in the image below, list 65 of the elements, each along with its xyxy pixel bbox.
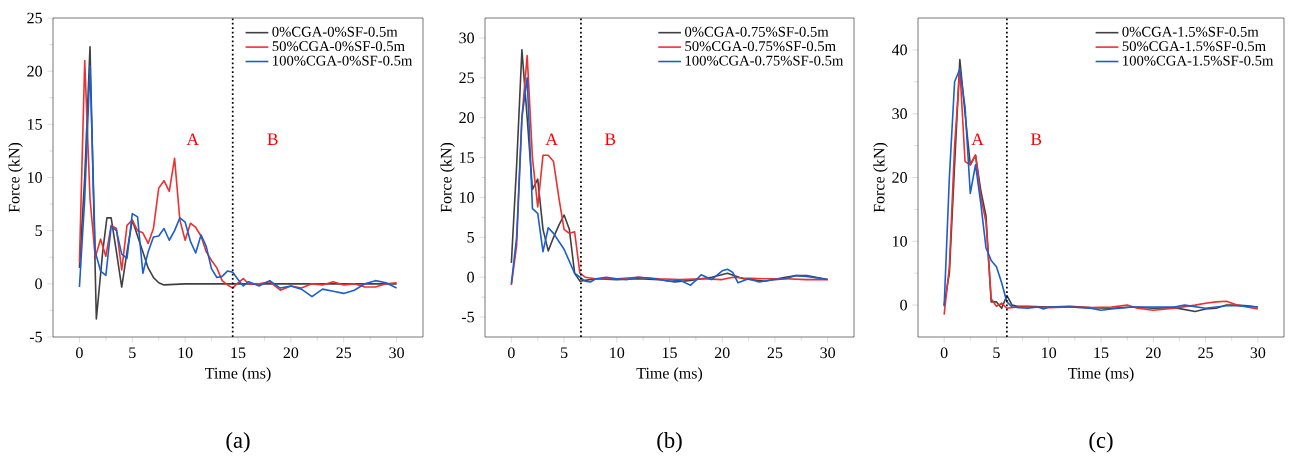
annotation: B <box>1030 133 1042 145</box>
x-tick-label: 30 <box>389 347 404 359</box>
y-tick-label: 25 <box>459 72 474 84</box>
legend-label: 0%CGA-1.5%SF-0.5m <box>1122 26 1259 37</box>
y-tick-label: 10 <box>28 172 42 183</box>
legend-label: 100%CGA-0%SF-0.5m <box>273 55 413 66</box>
y-axis-title: Force (kN) <box>873 142 888 213</box>
y-tick-label: 5 <box>467 232 474 243</box>
x-tick-label: 20 <box>1146 347 1161 359</box>
legend-label: 50%CGA-0%SF-0.5m <box>272 41 405 52</box>
y-tick-label: 0 <box>467 271 474 283</box>
legend-label: 100%CGA-1.5%SF-0.5m <box>1123 55 1274 66</box>
x-tick-label: 0 <box>76 347 83 359</box>
x-tick-label: 20 <box>283 347 299 359</box>
x-axis-title: Time (ms) <box>1068 367 1134 382</box>
legend-label: 100%CGA-0.75%SF-0.5m <box>685 55 844 66</box>
x-tick-label: 25 <box>336 347 352 359</box>
x-tick-label: 30 <box>1250 347 1266 359</box>
y-tick-label: 5 <box>35 225 42 236</box>
annotation: A <box>186 133 199 145</box>
y-tick-label: 15 <box>28 118 42 130</box>
x-tick-label: 5 <box>129 347 136 359</box>
annotation: B <box>605 133 616 145</box>
y-tick-label: 40 <box>891 44 907 56</box>
y-axis-title: Force (kN) <box>8 142 23 213</box>
text: (b) <box>657 432 682 453</box>
x-tick-label: 25 <box>1198 347 1213 359</box>
x-tick-label: 10 <box>610 347 625 359</box>
legend-label: 50%CGA-0.75%SF-0.5m <box>685 41 836 52</box>
y-tick-label: 10 <box>460 192 474 203</box>
x-tick-label: 0 <box>940 347 948 359</box>
text: (c) <box>1089 431 1113 453</box>
x-tick-label: 0 <box>507 347 515 359</box>
x-tick-label: 15 <box>231 347 246 359</box>
x-axis-title: Time (ms) <box>205 367 271 382</box>
x-tick-label: 25 <box>767 347 783 359</box>
y-tick-label: 30 <box>459 32 474 44</box>
x-tick-label: 5 <box>561 347 568 359</box>
legend-label: 0%CGA-0%SF-0.5m <box>272 26 398 37</box>
annotation: A <box>971 133 984 145</box>
annotation: A <box>545 133 558 145</box>
text: (a) <box>226 432 250 453</box>
y-tick-label: -5 <box>461 311 474 323</box>
y-tick-label: 25 <box>27 12 42 24</box>
y-tick-label: 20 <box>459 112 474 124</box>
x-axis-title: Time (ms) <box>636 367 703 382</box>
y-tick-label: 20 <box>27 65 42 77</box>
x-tick-label: 20 <box>714 347 730 359</box>
x-tick-label: 30 <box>820 347 836 359</box>
y-axis-title: Force (kN) <box>440 142 455 213</box>
annotation: B <box>267 133 278 145</box>
y-tick-label: 20 <box>892 172 907 183</box>
y-tick-label: 30 <box>892 108 907 120</box>
y-tick-label: -5 <box>29 331 42 343</box>
x-tick-label: 10 <box>178 347 193 359</box>
y-tick-label: 10 <box>893 235 907 247</box>
x-tick-label: 15 <box>662 347 677 359</box>
y-tick-label: 0 <box>35 278 42 290</box>
legend-label: 0%CGA-0.75%SF-0.5m <box>685 26 829 37</box>
y-tick-label: 0 <box>900 299 907 311</box>
legend-label: 50%CGA-1.5%SF-0.5m <box>1122 41 1266 52</box>
x-tick-label: 5 <box>993 347 1000 359</box>
y-tick-label: 15 <box>460 152 474 163</box>
x-tick-label: 10 <box>1042 347 1057 359</box>
x-tick-label: 15 <box>1094 347 1109 359</box>
